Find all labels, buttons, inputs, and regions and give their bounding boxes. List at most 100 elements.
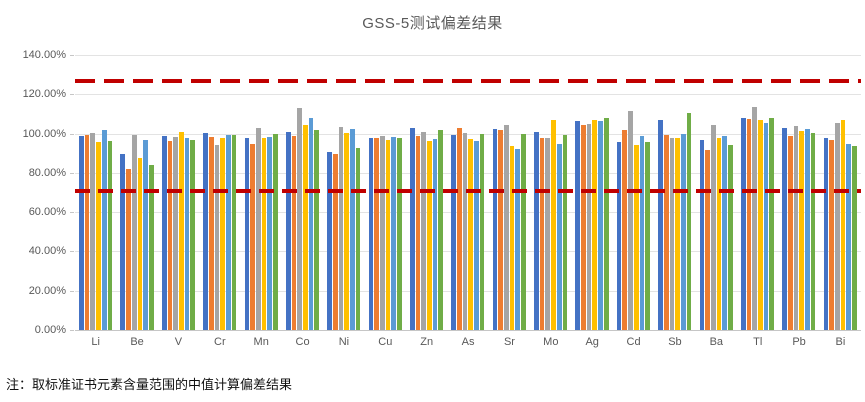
bar-Li-series-orange: [84, 134, 90, 330]
bar-V-series-lightblue: [184, 137, 190, 330]
bar-Pb-series-gold: [799, 130, 804, 330]
x-axis-label-Bi: Bi: [835, 336, 846, 348]
y-axis-label: 60.00%: [28, 206, 66, 219]
bar-Mo-series-lightblue: [556, 144, 562, 330]
footnote: 注：取标准证书元素含量范围的中值计算偏差结果: [6, 377, 293, 392]
gridline: [75, 212, 861, 214]
bar-Cd-series-orange: [622, 129, 628, 330]
reference-line-lower: [75, 188, 861, 193]
x-axis-label-As: As: [461, 336, 475, 348]
bar-Mo-series-gray: [545, 137, 551, 330]
bar-Ni-series-blue: [327, 152, 332, 330]
bar-V-series-gray: [173, 136, 178, 330]
x-axis-line: [75, 330, 861, 331]
bar-Bi-series-lightblue: [846, 144, 852, 330]
bar-Sb-series-orange: [663, 134, 669, 330]
bar-Pb-series-lightblue: [804, 128, 810, 330]
bar-Be-series-green: [148, 165, 154, 330]
bar-Zn-series-gray: [421, 131, 427, 330]
bar-group-Ag: [575, 55, 609, 330]
bar-Li-series-gray: [90, 132, 96, 330]
x-axis-label-V: V: [174, 336, 183, 348]
bar-group-Mn: [244, 55, 278, 330]
bar-Sb-series-green: [686, 112, 692, 330]
bar-Bi-series-orange: [829, 140, 834, 330]
x-axis-label-Ag: Ag: [585, 336, 599, 348]
bar-Cu-series-lightblue: [391, 136, 397, 330]
bar-Ag-series-green: [603, 117, 609, 330]
bar-Pb-series-blue: [782, 127, 787, 330]
bar-Mo-series-gold: [551, 119, 556, 330]
bar-Cd-series-gold: [633, 145, 639, 330]
bar-V-series-orange: [167, 141, 173, 330]
bar-Mn-series-gold: [261, 137, 267, 330]
bar-Mn-series-orange: [250, 144, 255, 330]
bar-Cr-series-orange: [208, 136, 214, 330]
bar-Be-series-gold: [137, 158, 143, 330]
bar-Ni-series-green: [355, 148, 361, 330]
bar-Sr-series-orange: [498, 129, 504, 330]
bar-group-Ba: [699, 55, 733, 330]
bar-Cr-series-blue: [203, 132, 208, 330]
y-axis-label: 140.00%: [22, 49, 66, 61]
bar-Cu-series-gold: [385, 140, 391, 330]
bar-Mn-series-lightblue: [267, 136, 272, 330]
x-axis-label-Mn: Mn: [253, 336, 269, 348]
bar-Cr-series-green: [231, 134, 237, 330]
bar-Cr-series-gold: [220, 137, 225, 330]
bar-Tl-series-lightblue: [763, 122, 769, 330]
bar-Co-series-green: [314, 129, 320, 330]
bar-group-Bi: [823, 55, 857, 330]
x-axis-label-Sr: Sr: [503, 336, 515, 348]
x-axis-label-Ba: Ba: [709, 336, 724, 348]
bar-Tl-series-gold: [757, 119, 763, 330]
x-axis-label-Pb: Pb: [792, 336, 806, 348]
x-axis-label-Li: Li: [91, 336, 100, 348]
bar-Sr-series-gray: [504, 124, 509, 330]
y-axis-tick: [70, 290, 74, 292]
bar-Mn-series-blue: [244, 138, 250, 330]
bar-As-series-green: [479, 133, 485, 330]
bar-Cu-series-green: [397, 137, 402, 330]
bar-Co-series-gray: [297, 108, 302, 330]
bar-Li-series-gold: [96, 142, 101, 330]
bar-Zn-series-gold: [427, 141, 432, 330]
bar-Zn-series-lightblue: [432, 139, 438, 330]
gridline: [75, 251, 861, 253]
bar-Mn-series-green: [272, 133, 278, 330]
bar-Tl-series-orange: [746, 118, 752, 330]
bar-Pb-series-gray: [793, 125, 799, 330]
bar-As-series-lightblue: [474, 141, 479, 330]
x-axis-label-Co: Co: [295, 336, 310, 348]
x-axis-label-Mo: Mo: [543, 336, 559, 348]
x-axis: Li Be V Cr Mn Co Ni Cu Zn As Sr Mo Ag Cd Sb Ba Tl Pb Bi: [75, 336, 861, 348]
bar-Tl-series-gray: [752, 107, 757, 330]
y-axis-tick: [70, 212, 74, 214]
bar-Be-series-lightblue: [143, 140, 148, 330]
bar-Tl-series-blue: [740, 117, 746, 330]
x-axis-label-Zn: Zn: [420, 336, 434, 348]
bar-group-As: [451, 55, 485, 330]
bar-Cu-series-gray: [380, 135, 385, 330]
x-axis-label-Cd: Cd: [626, 336, 641, 348]
bar-Pb-series-orange: [787, 135, 793, 330]
bar-V-series-gold: [178, 131, 184, 330]
bar-Bi-series-gray: [834, 122, 840, 330]
bars-row: [75, 55, 861, 330]
bar-Be-series-blue: [120, 154, 126, 330]
bar-V-series-green: [190, 140, 195, 330]
bar-Co-series-lightblue: [308, 117, 314, 330]
bar-Ba-series-gray: [710, 124, 716, 330]
x-axis-label-Ni: Ni: [338, 336, 350, 348]
bar-Ni-series-lightblue: [350, 128, 355, 330]
bar-Cd-series-gray: [628, 110, 633, 330]
bar-group-V: [161, 55, 195, 330]
bar-group-Sr: [492, 55, 526, 330]
bar-Ag-series-gold: [592, 119, 598, 330]
bar-Sr-series-lightblue: [515, 149, 521, 330]
bar-Mo-series-orange: [539, 137, 545, 330]
bar-group-Zn: [409, 55, 444, 330]
x-axis-label-Cr: Cr: [214, 336, 226, 348]
y-axis-tick: [70, 251, 74, 253]
gridline: [75, 133, 861, 135]
